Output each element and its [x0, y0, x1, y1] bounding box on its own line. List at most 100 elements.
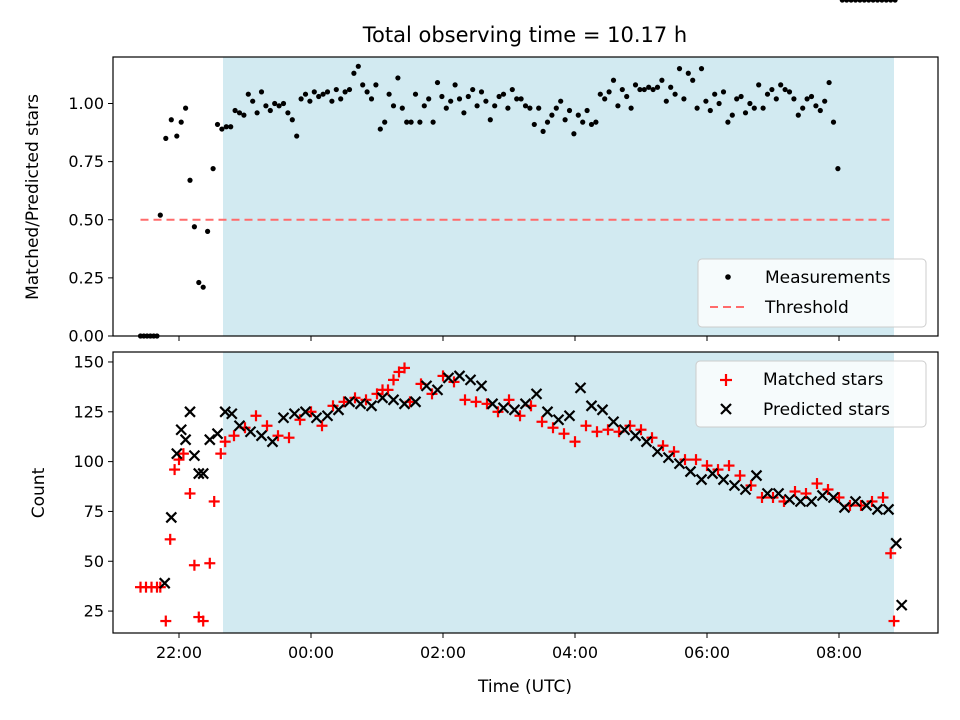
predicted-point	[596, 404, 609, 416]
measurement-point	[747, 100, 753, 107]
measurement-point	[707, 107, 713, 114]
predicted-point	[171, 447, 183, 460]
measurement-point	[729, 112, 735, 118]
measurement-point	[285, 110, 291, 116]
bottom-points	[135, 362, 908, 627]
legend-measurement-marker	[725, 274, 731, 280]
measurement-point	[786, 89, 793, 95]
predicted-point-b	[530, 388, 543, 400]
measurement-point	[191, 224, 197, 230]
measurement-point	[857, 0, 863, 3]
predicted-point	[244, 425, 257, 438]
measurement-point	[377, 126, 383, 132]
predicted-point-b	[761, 487, 774, 500]
measurement-point	[338, 96, 344, 102]
predicted-point	[497, 402, 510, 414]
measurement-point	[214, 121, 221, 128]
matched-point	[388, 374, 399, 386]
predicted-point-b	[717, 473, 730, 486]
measurement-point	[465, 93, 471, 100]
predicted-point	[420, 380, 433, 392]
measurement-point	[200, 284, 206, 290]
measurement-point	[500, 91, 507, 97]
measurement-point	[694, 105, 700, 111]
bottom-y-tick-label: 25	[84, 602, 104, 621]
bottom-y-ticks: 25 50 75 100 125 150	[73, 352, 113, 621]
measurement-point	[879, 0, 885, 3]
measurement-point	[298, 96, 304, 102]
matched-point	[164, 533, 176, 545]
predicted-point-b	[204, 433, 216, 446]
matched-point	[558, 428, 570, 440]
measurement-point	[654, 84, 661, 90]
predicted-point	[310, 411, 323, 424]
measurement-point	[360, 82, 366, 88]
predicted-point	[695, 473, 708, 486]
matched-point	[283, 432, 295, 444]
top-axes-frame	[112, 56, 939, 337]
measurement-point	[461, 110, 467, 116]
predicted-point-b	[607, 415, 620, 428]
predicted-point	[805, 495, 818, 508]
matched-point	[169, 464, 181, 476]
measurement-point	[844, 0, 850, 3]
measurement-point	[712, 91, 718, 97]
measurement-point	[470, 86, 476, 93]
matched-point	[177, 448, 189, 460]
measurement-point	[364, 89, 370, 95]
legend-matched-marker	[720, 374, 732, 386]
measurement-point	[883, 0, 889, 3]
measurement-point	[333, 86, 339, 93]
measurement-point	[307, 98, 313, 104]
matched-point	[208, 495, 220, 507]
bottom-panel: 25 50 75 100 125 150 22:00 00:00 02:00 04:00 06:0…	[29, 351, 939, 697]
measurement-point	[716, 100, 722, 107]
predicted-point-b	[816, 489, 829, 502]
predicted-point	[332, 404, 345, 416]
measurement-point	[769, 86, 775, 93]
measurement-point	[742, 110, 749, 116]
measurement-point	[663, 98, 669, 104]
predicted-point	[772, 487, 785, 500]
legend-threshold-label: Threshold	[764, 298, 849, 318]
measurement-point	[738, 93, 744, 100]
matched-point	[204, 557, 216, 569]
matched-point	[657, 440, 669, 452]
predicted-point-b	[197, 467, 209, 480]
measurement-point	[183, 105, 189, 111]
top-y-ticks: 0.00 0.25 0.50 0.75 1.00	[68, 94, 113, 346]
measurement-point	[196, 279, 202, 286]
matched-point	[723, 460, 735, 472]
predicted-point	[761, 487, 774, 500]
measurement-point	[800, 105, 806, 111]
predicted-point-b	[376, 392, 389, 404]
predicted-point	[475, 380, 488, 392]
predicted-point	[277, 411, 290, 424]
predicted-point-b	[827, 491, 840, 504]
measurement-point	[417, 119, 423, 125]
predicted-point-b	[226, 408, 238, 420]
measurement-point	[174, 133, 180, 139]
measurement-point	[487, 117, 493, 123]
matched-point	[184, 487, 196, 499]
measurement-point	[580, 119, 586, 125]
matched-point	[885, 547, 897, 559]
measurement-point	[553, 105, 559, 111]
predicted-point-b	[219, 406, 231, 418]
predicted-point	[882, 503, 895, 516]
measurement-point	[443, 105, 449, 111]
measurement-point	[280, 100, 287, 107]
measurement-point	[848, 0, 854, 3]
measurement-point	[439, 93, 445, 100]
predicted-point	[288, 408, 301, 420]
measurement-point	[267, 107, 273, 114]
predicted-point	[204, 433, 216, 446]
predicted-point-b	[871, 503, 884, 516]
measurement-point	[346, 86, 353, 93]
predicted-point-b	[409, 396, 422, 408]
predicted-point	[165, 511, 178, 524]
matched-point	[272, 430, 284, 442]
measurement-point	[178, 119, 184, 125]
predicted-point	[728, 479, 741, 492]
